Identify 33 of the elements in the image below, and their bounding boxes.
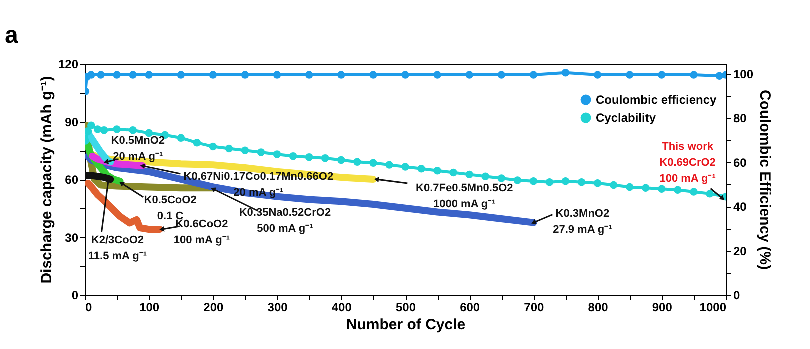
x-tick-label: 0 <box>86 300 92 314</box>
x-tick-label: 200 <box>204 300 224 314</box>
annotation: K0.35Na0.52CrO2 500 mA g⁻¹ <box>239 207 332 236</box>
y-axis-title: Discharge capacity (mAh g⁻¹) <box>38 76 56 284</box>
y-tick-label: 60 <box>65 173 79 187</box>
y-tick-label: 120 <box>58 58 79 72</box>
y2-tick-label: 80 <box>734 112 748 126</box>
y-tick-label: 90 <box>65 115 79 130</box>
x-tick-label: 800 <box>588 300 609 314</box>
legend-label: Cyclability <box>596 111 656 125</box>
annotation: K2/3CoO2 11.5 mA g⁻¹ <box>88 234 148 262</box>
chart-title: a <box>5 22 19 49</box>
x-tick-label: 300 <box>268 300 288 314</box>
x-tick-label: 700 <box>524 300 545 314</box>
y2-tick-label: 0 <box>734 288 740 302</box>
y2-tick-label: 40 <box>734 200 748 214</box>
y2-tick-label: 20 <box>734 244 748 258</box>
y2-tick-label: 60 <box>734 156 748 170</box>
x-tick-label: 600 <box>460 300 480 314</box>
x-tick-label: 900 <box>652 300 673 314</box>
y-tick-label: 30 <box>65 230 79 245</box>
annotation: This work K0.69CrO2 100 mA g⁻¹ <box>660 140 716 185</box>
y-tick-label: 0 <box>72 288 79 302</box>
y2-tick-label: 100 <box>734 67 754 82</box>
x-tick-label: 500 <box>396 300 416 314</box>
x-tick-label: 100 <box>140 300 160 314</box>
x-axis-title: Number of Cycle <box>346 316 466 334</box>
annotation: K0.7Fe0.5Mn0.5O2 1000 mA g⁻¹ <box>416 182 514 210</box>
annotation: K0.3MnO2 27.9 mA g⁻¹ <box>553 208 613 236</box>
y2-axis-title: Coulombic Efficiency (%) <box>756 90 774 270</box>
x-tick-label: 400 <box>332 300 352 314</box>
legend-label: Coulombic efficiency <box>596 93 718 107</box>
x-tick-label: 1000 <box>700 300 727 314</box>
